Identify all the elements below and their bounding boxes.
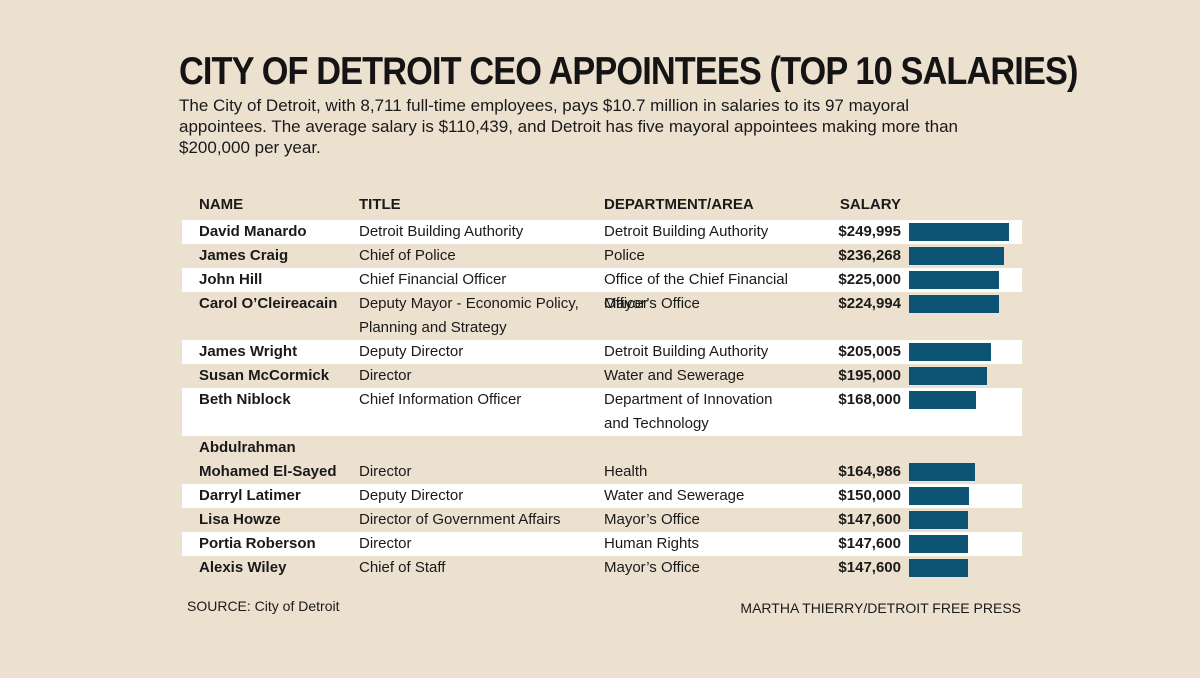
header-salary: SALARY — [839, 196, 901, 213]
row-salary: $224,994 — [838, 295, 901, 312]
row-name: John Hill — [199, 271, 263, 288]
salary-bar — [909, 391, 976, 409]
bar-cell — [909, 292, 1019, 316]
row-title: Deputy Director — [359, 343, 464, 360]
bar-cell — [909, 508, 1019, 532]
row-title: Chief of Police — [359, 247, 456, 264]
row-title: Director — [359, 535, 412, 552]
row-title: Chief Financial Officer — [359, 271, 507, 288]
salary-bar — [909, 247, 1004, 265]
row-salary: $225,000 — [838, 271, 901, 288]
row-title: Director of Government Affairs — [359, 511, 561, 528]
bar-cell — [909, 484, 1019, 508]
row-salary: $168,000 — [838, 391, 901, 408]
row-department: Health — [604, 463, 648, 480]
row-name: James Wright — [199, 343, 298, 360]
source-note: SOURCE: City of Detroit — [187, 598, 340, 614]
table-row: Alexis Wiley Chief of Staff Mayor’s Office… — [182, 556, 1022, 580]
row-title: Detroit Building Authority — [359, 223, 524, 240]
salary-bar — [909, 487, 969, 505]
salary-table: NAME TITLE DEPARTMENT/AREA SALARY David … — [182, 196, 1022, 580]
row-salary: $150,000 — [838, 487, 901, 504]
row-name: David Manardo — [199, 223, 307, 240]
bar-cell — [909, 532, 1019, 556]
salary-bar — [909, 559, 968, 577]
table-row: Abdulrahman Mohamed El-Sayed Director Heal… — [182, 436, 1022, 484]
row-title: Director — [359, 367, 412, 384]
row-name: Darryl Latimer — [199, 487, 301, 504]
row-salary: $195,000 — [838, 367, 901, 384]
table-row: Carol O’Cleireacain Deputy Mayor - Econom… — [182, 292, 1022, 340]
table-row: John Hill Chief Financial Officer Office o… — [182, 268, 1022, 312]
row-department: Water and Sewerage — [604, 367, 745, 384]
header-title: TITLE — [359, 196, 401, 213]
bar-cell — [909, 364, 1019, 388]
row-name: Lisa Howze — [199, 511, 281, 528]
bar-cell — [909, 220, 1019, 244]
row-name: Portia Roberson — [199, 535, 316, 552]
salary-bar — [909, 463, 975, 481]
table-row: Beth Niblock Chief Information Officer Dep… — [182, 388, 1022, 436]
table-row: James Craig Chief of Police Police $236,268 — [182, 244, 1022, 268]
bar-cell — [909, 268, 1019, 292]
header-name: NAME — [199, 196, 244, 213]
header-department: DEPARTMENT/AREA — [604, 196, 754, 213]
row-title: Chief of Staff — [359, 559, 446, 576]
salary-bar — [909, 295, 999, 313]
row-title: Deputy Mayor - Economic Policy, Planning… — [359, 295, 579, 336]
bar-cell — [909, 244, 1019, 268]
row-salary: $236,268 — [838, 247, 901, 264]
table-row: David Manardo Detroit Building Authority D… — [182, 220, 1022, 244]
row-department: Mayor’s Office — [604, 559, 700, 576]
row-salary: $147,600 — [838, 511, 901, 528]
row-name: Beth Niblock — [199, 391, 291, 408]
row-department: Mayor’s Office — [604, 295, 700, 312]
bar-cell — [909, 388, 1019, 412]
row-department: Department of Innovation and Technology — [604, 391, 773, 432]
bar-cell — [909, 460, 1019, 484]
table-row: Susan McCormick Director Water and Sewerag… — [182, 364, 1022, 388]
table-row: Lisa Howze Director of Government Affairs… — [182, 508, 1022, 532]
row-salary: $147,600 — [838, 535, 901, 552]
salary-bar — [909, 535, 968, 553]
row-salary: $205,005 — [838, 343, 901, 360]
row-name: Abdulrahman Mohamed El-Sayed — [199, 439, 337, 480]
row-name: James Craig — [199, 247, 289, 264]
row-name: Alexis Wiley — [199, 559, 287, 576]
row-department: Mayor’s Office — [604, 511, 700, 528]
row-department: Human Rights — [604, 535, 700, 552]
bar-cell — [909, 556, 1019, 580]
table-header: NAME TITLE DEPARTMENT/AREA SALARY — [182, 196, 1022, 220]
table-row: James Wright Deputy Director Detroit Build… — [182, 340, 1022, 364]
chart-title: CITY OF DETROIT CEO APPOINTEES (TOP 10 S… — [179, 50, 1078, 93]
row-department: Detroit Building Authority — [604, 343, 769, 360]
row-department: Police — [604, 247, 645, 264]
row-title: Deputy Director — [359, 487, 464, 504]
intro-text: The City of Detroit, with 8,711 full-tim… — [179, 96, 959, 157]
table-row: Darryl Latimer Deputy Director Water and S… — [182, 484, 1022, 508]
salary-bar — [909, 271, 999, 289]
row-title: Chief Information Officer — [359, 391, 522, 408]
bar-cell — [909, 340, 1019, 364]
row-salary: $164,986 — [838, 463, 901, 480]
row-name: Susan McCormick — [199, 367, 330, 384]
row-title: Director — [359, 463, 412, 480]
salary-bar — [909, 223, 1009, 241]
row-salary: $249,995 — [838, 223, 901, 240]
row-department: Office of the Chief Financial Officer — [604, 271, 788, 312]
row-department: Water and Sewerage — [604, 487, 745, 504]
table-row: Portia Roberson Director Human Rights $147,… — [182, 532, 1022, 556]
row-department: Detroit Building Authority — [604, 223, 769, 240]
row-salary: $147,600 — [838, 559, 901, 576]
salary-bar — [909, 367, 987, 385]
row-name: Carol O’Cleireacain — [199, 295, 338, 312]
table-body: David Manardo Detroit Building Authority D… — [182, 220, 1022, 580]
salary-bar — [909, 511, 968, 529]
credit-note: MARTHA THIERRY/DETROIT FREE PRESS — [740, 600, 1021, 616]
salary-bar — [909, 343, 991, 361]
